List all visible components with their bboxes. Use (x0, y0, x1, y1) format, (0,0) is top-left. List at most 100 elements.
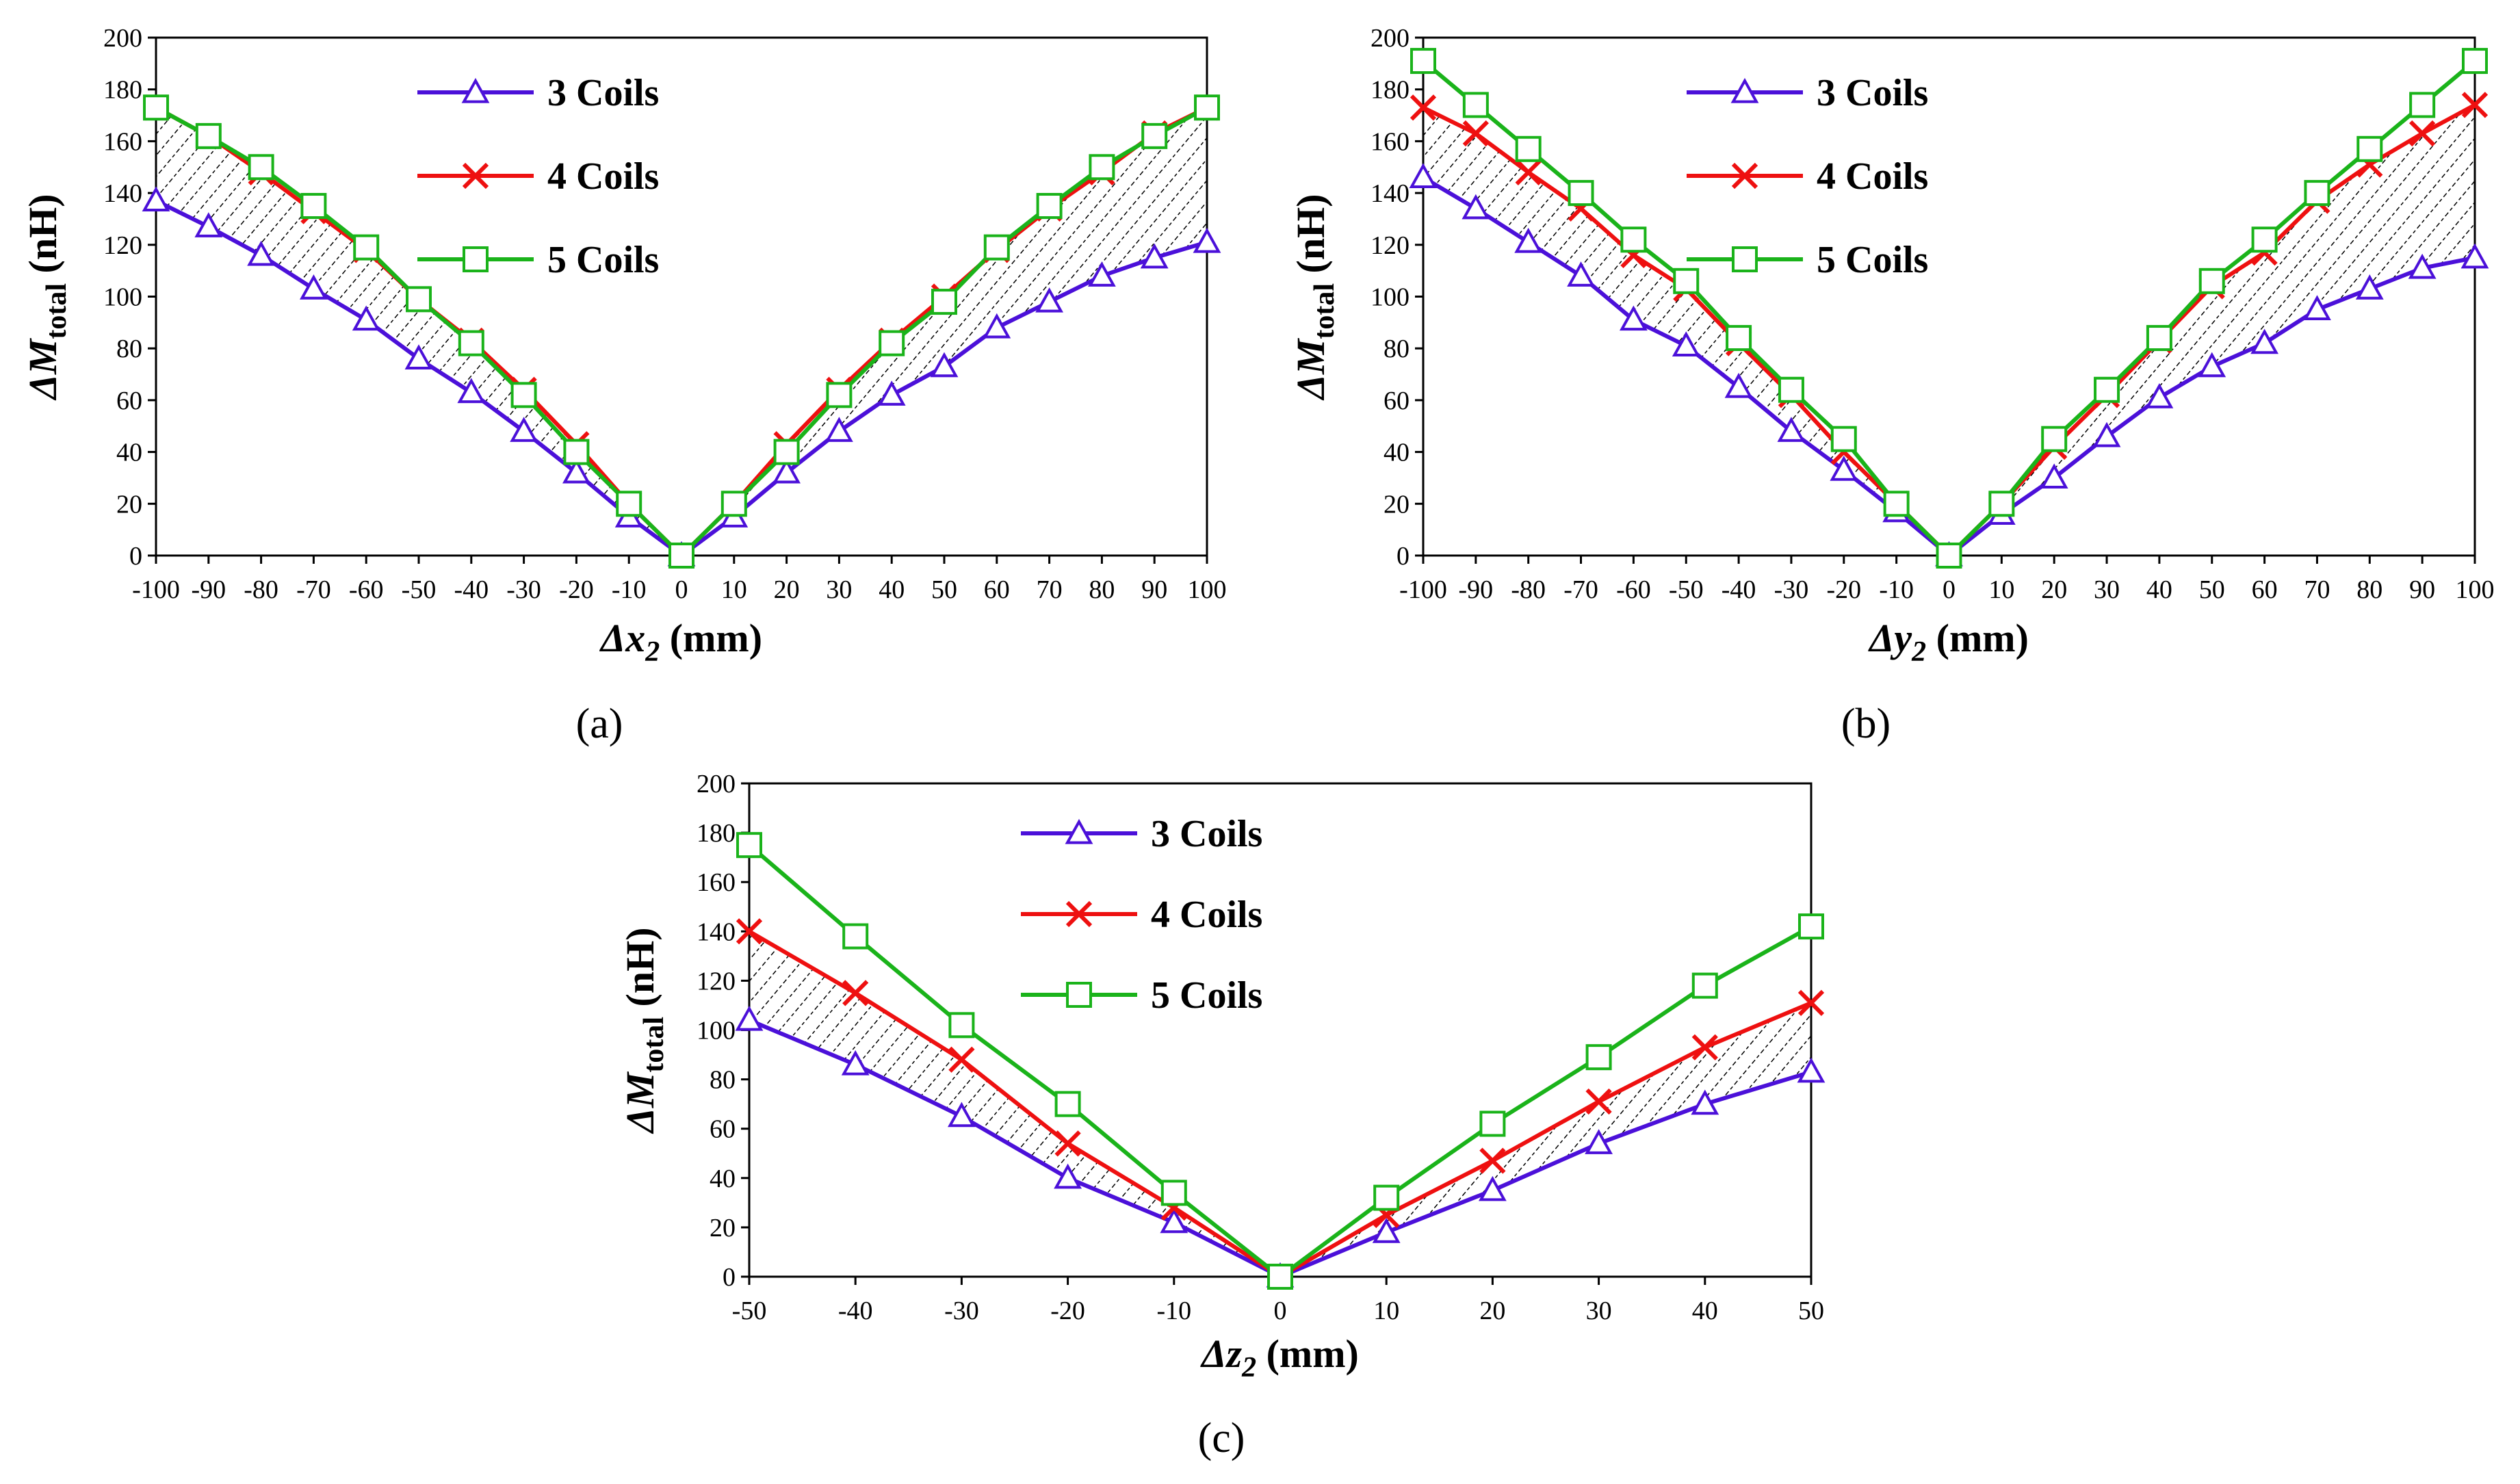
x-tick-label: -50 (402, 575, 437, 604)
data-point-5-coils (931, 289, 957, 315)
data-point-3-coils (2145, 382, 2174, 408)
data-point-4-coils (948, 1046, 975, 1073)
y-tick-label: 0 (129, 542, 142, 571)
x-tick-label: -30 (1774, 575, 1809, 604)
data-point-3-coils (825, 417, 853, 442)
series-line-4-coils (155, 105, 1208, 558)
data-point-5-coils (1054, 1091, 1081, 1117)
y-tick-label: 160 (103, 127, 142, 156)
y-tick-label: 100 (697, 1017, 736, 1045)
x-tick-label: 60 (984, 575, 1010, 604)
data-point-3-coils (1372, 1217, 1401, 1243)
data-point-3-coils (194, 212, 223, 237)
x-tick-label: -10 (612, 575, 647, 604)
data-point-4-coils (2409, 120, 2436, 147)
data-point-5-coils (983, 234, 1010, 261)
x-tick-label: -10 (1156, 1297, 1191, 1325)
data-point-5-coils (1620, 226, 1647, 253)
data-point-5-coils (1462, 92, 1489, 118)
data-point-5-coils (300, 193, 327, 220)
data-point-5-coils (1673, 268, 1700, 294)
y-tick-label: 160 (697, 868, 736, 897)
x-tick-label: -40 (1722, 575, 1756, 604)
data-point-5-coils (2146, 325, 2172, 352)
y-tick-label: 200 (1371, 24, 1410, 53)
data-point-3-coils (1035, 287, 1063, 313)
y-axis-label: ΔMtotal (nH) (1288, 194, 1340, 400)
x-tick-label: -50 (1669, 575, 1704, 604)
data-point-3-coils (562, 458, 590, 484)
data-point-5-coils (1089, 154, 1115, 181)
y-tick-label: 200 (103, 24, 142, 53)
data-point-3-coils (510, 417, 538, 442)
legend-marker (462, 162, 489, 190)
y-tick-label: 100 (1371, 283, 1410, 312)
data-point-4-coils (1479, 1147, 1506, 1174)
data-point-3-coils (404, 344, 433, 369)
data-point-5-coils (2251, 226, 2278, 253)
data-point-3-coils (1160, 1208, 1188, 1234)
data-point-3-coils (1054, 1163, 1082, 1189)
y-axis-label: ΔMtotal (nH) (21, 194, 73, 400)
data-point-3-coils (1691, 1089, 1719, 1115)
hatch-region (156, 107, 1207, 556)
x-tick-label: 30 (1586, 1297, 1612, 1325)
legend-label: 5 Coils (1151, 974, 1262, 1017)
x-tick-label: 60 (2252, 575, 2278, 604)
data-point-5-coils (1373, 1184, 1400, 1211)
x-tick-label: -70 (296, 575, 331, 604)
data-point-3-coils (2303, 295, 2331, 321)
data-point-5-coils (826, 382, 853, 408)
data-point-3-coils (247, 240, 275, 266)
data-point-5-coils (563, 439, 590, 465)
legend-marker (1732, 246, 1758, 272)
x-tick-label: -60 (1616, 575, 1651, 604)
data-point-4-coils (2461, 92, 2489, 118)
data-point-3-coils (2460, 243, 2489, 269)
x-tick-label: 10 (1373, 1297, 1399, 1325)
data-point-5-coils (353, 234, 380, 261)
data-point-3-coils (1672, 331, 1700, 357)
data-point-5-coils (668, 543, 694, 569)
data-point-5-coils (1479, 1110, 1506, 1137)
panel-label: (b) (1841, 701, 1891, 747)
data-point-4-coils (842, 980, 869, 1006)
y-tick-label: 20 (116, 490, 142, 519)
y-tick-label: 0 (1397, 542, 1410, 571)
y-tick-label: 60 (1384, 387, 1410, 415)
y-tick-label: 140 (697, 917, 736, 946)
data-point-3-coils (1777, 417, 1806, 442)
legend-item-5-coils: 5 Coils (1021, 974, 1262, 1017)
data-point-4-coils (1585, 1088, 1612, 1115)
data-point-4-coils (1515, 159, 1542, 185)
y-tick-label: 180 (1371, 76, 1410, 105)
x-tick-label: -90 (191, 575, 226, 604)
x-tick-label: -80 (244, 575, 278, 604)
data-point-5-coils (1160, 1180, 1187, 1206)
x-tick-label: 80 (2356, 575, 2382, 604)
x-tick-label: 100 (2456, 575, 2495, 604)
legend-label: 5 Coils (1817, 239, 1928, 281)
data-point-3-coils (457, 378, 486, 404)
x-tick-label: 10 (1988, 575, 2014, 604)
x-tick-label: 90 (1141, 575, 1167, 604)
data-point-3-coils (2408, 253, 2437, 279)
x-tick-label: 100 (1188, 575, 1227, 604)
legend-item-3-coils: 3 Coils (417, 72, 659, 114)
y-tick-label: 120 (103, 231, 142, 260)
data-point-5-coils (1883, 491, 1910, 517)
y-tick-label: 80 (710, 1066, 736, 1095)
x-tick-label: 0 (675, 575, 688, 604)
data-point-5-coils (1568, 180, 1594, 207)
data-point-4-coils (1410, 94, 1437, 121)
data-point-5-coils (458, 330, 484, 356)
data-point-5-coils (616, 491, 642, 517)
data-point-3-coils (2198, 352, 2226, 378)
x-tick-label: 20 (1479, 1297, 1505, 1325)
data-point-5-coils (2462, 48, 2488, 75)
y-tick-label: 140 (1371, 179, 1410, 208)
data-point-5-coils (1798, 913, 1824, 940)
y-tick-label: 80 (1384, 335, 1410, 363)
y-tick-label: 120 (697, 967, 736, 995)
